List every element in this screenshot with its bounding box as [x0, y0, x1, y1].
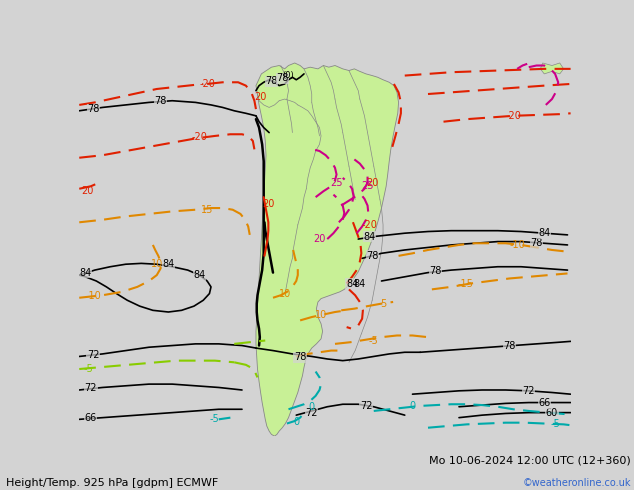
Text: -15: -15	[457, 278, 473, 289]
Text: 10: 10	[315, 310, 327, 319]
Text: 78: 78	[155, 96, 167, 106]
Text: 78: 78	[265, 76, 278, 86]
Text: 66: 66	[85, 413, 97, 423]
Text: 78: 78	[430, 266, 442, 276]
Text: 10: 10	[278, 289, 291, 298]
Polygon shape	[256, 63, 399, 436]
Text: 84: 84	[354, 278, 366, 289]
Text: 72: 72	[84, 383, 97, 393]
Text: 72: 72	[87, 350, 100, 360]
Text: 84: 84	[346, 278, 358, 289]
Text: 84: 84	[162, 259, 174, 269]
Text: 60: 60	[546, 408, 558, 417]
Text: Mo 10-06-2024 12:00 UTC (12+360): Mo 10-06-2024 12:00 UTC (12+360)	[429, 456, 631, 466]
Text: 78: 78	[87, 104, 100, 114]
Text: 0: 0	[410, 401, 415, 411]
Text: 78: 78	[276, 73, 288, 83]
Text: 84: 84	[193, 270, 205, 280]
Text: 15: 15	[201, 205, 213, 215]
Text: 20: 20	[366, 178, 378, 188]
Text: 0: 0	[309, 402, 315, 412]
Text: 84: 84	[364, 232, 376, 242]
Text: 72: 72	[359, 401, 372, 411]
Text: -5: -5	[210, 415, 220, 424]
Text: 25: 25	[330, 178, 343, 188]
Text: -5: -5	[369, 336, 378, 346]
Text: (0): (0)	[283, 71, 294, 80]
Text: -10: -10	[509, 240, 525, 250]
Text: 20: 20	[262, 199, 275, 209]
Text: ©weatheronline.co.uk: ©weatheronline.co.uk	[522, 478, 631, 488]
Text: -20: -20	[505, 111, 521, 121]
Text: -5: -5	[551, 418, 560, 429]
Text: -10: -10	[86, 291, 101, 301]
Text: 78: 78	[366, 251, 378, 261]
Text: 5: 5	[380, 299, 386, 310]
Text: 20: 20	[254, 92, 267, 101]
Text: 78: 78	[503, 341, 515, 350]
Text: 20: 20	[81, 186, 93, 196]
Text: 78: 78	[294, 352, 306, 362]
Text: 20: 20	[313, 234, 326, 244]
Text: 72: 72	[306, 408, 318, 417]
Text: -20: -20	[362, 220, 378, 230]
Text: 72: 72	[522, 386, 535, 396]
Text: -20: -20	[199, 79, 215, 89]
Text: 10: 10	[151, 259, 163, 269]
Text: -5: -5	[84, 364, 93, 374]
Text: 25: 25	[361, 181, 374, 191]
Text: Height/Temp. 925 hPa [gdpm] ECMWF: Height/Temp. 925 hPa [gdpm] ECMWF	[6, 478, 219, 488]
Polygon shape	[540, 63, 564, 74]
Text: 84: 84	[538, 228, 550, 238]
Text: 84: 84	[79, 268, 91, 278]
Text: 66: 66	[538, 398, 550, 408]
Text: 78: 78	[530, 238, 543, 248]
Text: -20: -20	[191, 132, 207, 142]
Text: 0: 0	[293, 417, 299, 427]
